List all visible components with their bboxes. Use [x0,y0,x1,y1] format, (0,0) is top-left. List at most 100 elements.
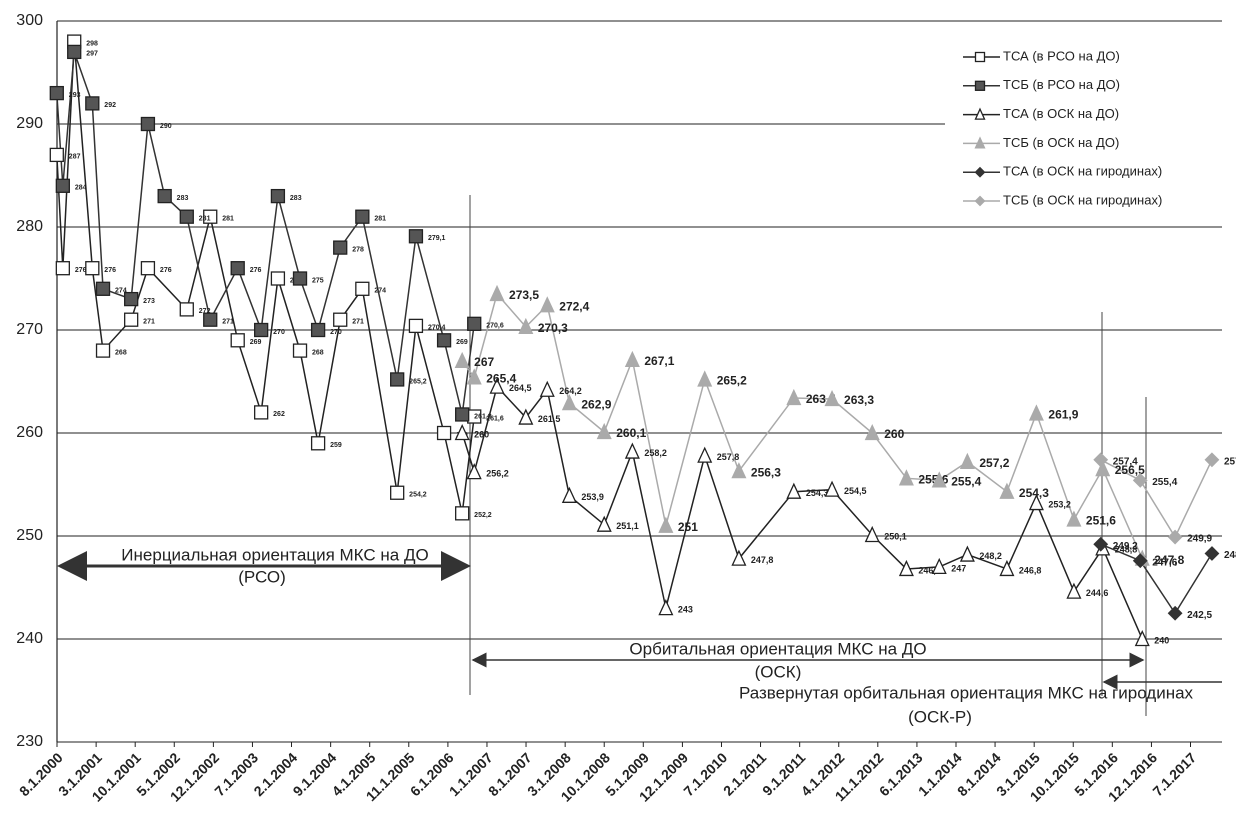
annotation: (РСО) [238,567,286,586]
marker [1066,582,1082,599]
data-label: 240 [1154,635,1169,645]
data-label: 261,9 [1048,408,1078,422]
marker [390,372,405,387]
marker [931,471,947,488]
marker [436,333,452,348]
marker [658,516,674,533]
marker [539,296,555,313]
marker [658,599,674,616]
marker [140,116,156,132]
data-label: 243 [678,604,693,614]
data-label: 268 [312,349,324,356]
marker [333,240,348,255]
data-label: 249,9 [1187,534,1212,545]
data-label: 268 [115,349,127,356]
data-label: 272 [199,308,211,315]
data-label: 248,2 [979,551,1002,561]
data-label: 262 [273,411,285,418]
y-tick-label: 240 [16,630,43,647]
marker [1167,605,1183,621]
marker [974,51,986,63]
data-label: 252,2 [474,512,492,519]
marker [49,147,64,163]
data-label: 267 [474,355,494,369]
data-label: 247 [951,563,966,573]
data-label: 276 [250,267,262,274]
data-label: 253,9 [581,492,604,502]
data-label: 265,4 [486,372,516,386]
annotation: (ОСК) [755,662,802,681]
marker [697,370,713,387]
legend-label: ТСА (в РСО на ДО) [1003,48,1120,63]
marker [974,166,986,178]
data-label: 255,4 [1152,477,1177,488]
marker [95,343,111,358]
marker [731,462,747,479]
x-tick-label: 7.1.2017 [1149,749,1199,799]
data-label: 253,2 [1048,499,1071,509]
data-label: 293 [69,92,81,99]
data-label: 271 [222,319,234,326]
marker [85,261,100,276]
data-label: 254,5 [844,486,867,496]
marker [230,333,245,348]
marker [292,343,308,358]
marker [786,388,802,406]
data-label: 261,8 [474,413,492,420]
marker [489,377,505,394]
marker [974,107,986,120]
marker [1132,553,1148,569]
data-label: 251 [678,520,698,534]
data-label: 270,6 [486,323,504,330]
legend-box [945,35,1222,215]
marker [85,96,100,111]
data-label: 279,1 [428,235,446,242]
marker [466,463,482,480]
data-label: 284 [75,185,87,192]
data-label: 269 [456,339,468,346]
marker [55,178,70,193]
data-label: 290 [160,123,172,130]
marker [157,188,172,204]
data-label: 274 [115,288,127,295]
data-label: 248,3 [1224,550,1236,561]
marker [333,312,348,327]
marker [1204,452,1220,468]
data-label: 276 [75,267,87,274]
data-label: 254,3 [806,488,829,498]
marker [697,446,713,463]
data-label: 256,2 [486,469,509,479]
marker [959,452,975,469]
y-tick-label: 230 [16,733,43,750]
data-label: 275 [312,277,324,284]
data-label: 297 [86,51,98,58]
marker [864,423,880,441]
data-label: 246,8 [918,565,941,575]
data-label: 273,5 [509,288,539,302]
marker [1093,536,1109,552]
data-label: 246,8 [1019,565,1042,575]
x-tick-label: 7.1.2010 [680,749,730,799]
marker [974,136,986,149]
marker [974,195,986,207]
y-tick-label: 280 [16,218,43,235]
marker [454,423,470,441]
data-label: 281 [199,216,211,223]
legend-label: ТСБ (в ОСК на ДО) [1003,135,1119,150]
marker [518,317,534,335]
data-label: 257,4 [1224,456,1236,467]
data-label: 283 [290,195,302,202]
marker [49,85,64,101]
marker [864,525,880,543]
marker [124,312,139,327]
data-label: 274 [374,288,386,295]
marker [124,291,139,307]
marker [898,559,914,577]
data-label: 261,5 [538,414,561,424]
legend-label: ТСБ (в ОСК на гиродинах) [1003,192,1162,207]
marker [230,261,245,276]
data-label: 255,4 [951,475,981,489]
data-label: 287 [69,154,81,161]
marker [974,80,986,91]
